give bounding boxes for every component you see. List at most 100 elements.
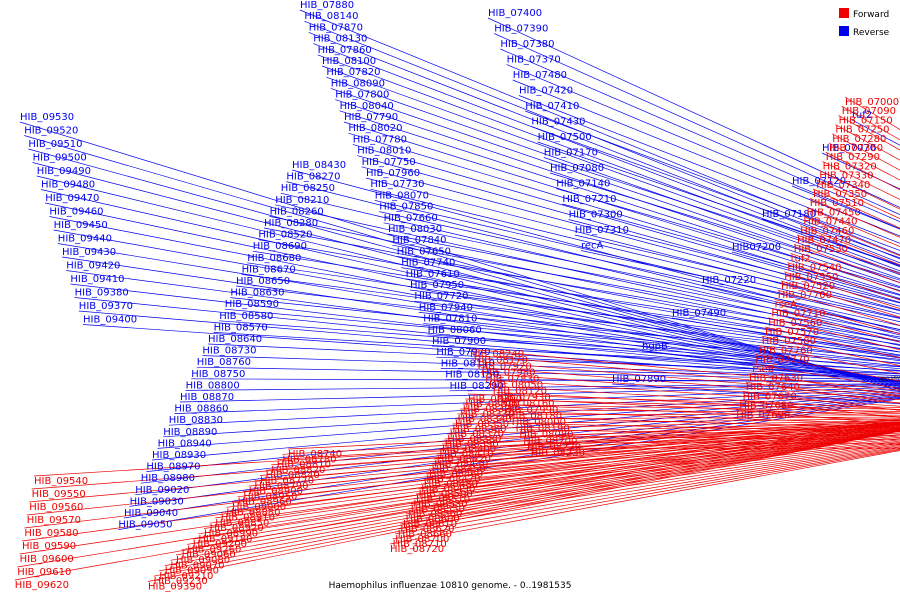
gene-label[interactable]: HIB_09060 <box>182 550 236 561</box>
gene-label[interactable]: HIB_08360 <box>452 424 506 435</box>
gene-label[interactable]: HIB_08810 <box>277 460 331 471</box>
gene-label[interactable]: HIB_07220 <box>702 275 756 286</box>
gene-label[interactable]: HIB_08220 <box>527 442 581 453</box>
gene-label[interactable]: HIB_08610 <box>403 519 457 530</box>
gene-label[interactable]: HIB_08600 <box>406 514 460 525</box>
gene-label[interactable]: HIB_08260 <box>270 206 324 217</box>
gene-label[interactable]: HIB_08210 <box>275 195 329 206</box>
gene-label[interactable]: HIB_09620 <box>15 580 69 591</box>
gene-label[interactable]: HIB_08730 <box>202 346 256 357</box>
gene-label[interactable]: HIB_08480 <box>424 479 478 490</box>
gene-label[interactable]: HIB_07180 <box>762 209 816 220</box>
gene-label[interactable]: HIB07200 <box>732 242 781 253</box>
gene-label[interactable]: HIB_09080 <box>176 555 230 566</box>
gene-label[interactable]: HIB_07750 <box>362 157 416 168</box>
gene-label[interactable]: HIB_09520 <box>24 126 78 137</box>
gene-label[interactable]: HIB_08410 <box>439 449 493 460</box>
gene-label[interactable]: HIB_09540 <box>34 476 88 487</box>
gene-label[interactable]: HIB_07630 <box>749 373 803 384</box>
gene-label[interactable]: HIB_08900 <box>249 486 303 497</box>
gene-label[interactable]: HIB_07570 <box>765 327 819 338</box>
gene-label[interactable]: HIB_08860 <box>174 404 228 415</box>
gene-label[interactable]: HIB_08830 <box>169 415 223 426</box>
gene-label[interactable]: HIB_08990 <box>204 529 258 540</box>
gene-label[interactable]: HIB_08870 <box>180 392 234 403</box>
gene-label[interactable]: HIB_07580 <box>762 336 816 347</box>
gene-label[interactable]: HIB_07560 <box>768 318 822 329</box>
gene-label[interactable]: HIB_07490 <box>672 308 726 319</box>
gene-label[interactable]: HIB_08390 <box>445 439 499 450</box>
gene-label[interactable]: HIB_08530 <box>413 499 467 510</box>
gene-label[interactable]: HIB_08800 <box>186 380 240 391</box>
gene-label[interactable]: HIB_08720 <box>390 544 444 555</box>
gene-label[interactable]: HIB_07120 <box>792 176 846 187</box>
gene-label[interactable]: HIB_07880 <box>300 0 354 11</box>
gene-label[interactable]: HIB_08160 <box>500 399 554 410</box>
gene-label[interactable]: HIB_08440 <box>434 459 488 470</box>
gene-label[interactable]: HIB_07330 <box>819 171 873 182</box>
gene-label[interactable]: HIB_08250 <box>281 183 335 194</box>
gene-label[interactable]: HIB_07250 <box>835 125 889 136</box>
gene-label[interactable]: HIB_08510 <box>416 494 470 505</box>
gene-label[interactable]: HIB_07290 <box>826 152 880 163</box>
gene-label[interactable]: HIB_07700 <box>778 290 832 301</box>
gene-label[interactable]: HIB_07320 <box>823 161 877 172</box>
gene-label[interactable]: HIB_07400 <box>488 8 542 19</box>
gene-label[interactable]: HIB_08960 <box>238 497 292 508</box>
gene-label[interactable]: HIB_07830 <box>485 374 539 385</box>
gene-label[interactable]: HIB_07610 <box>406 269 460 280</box>
gene-label[interactable]: HIB_08110 <box>441 358 495 369</box>
gene-label[interactable]: HIB_08450 <box>432 464 486 475</box>
gene-label[interactable]: HIB_07340 <box>816 180 870 191</box>
gene-label[interactable]: HIB_09370 <box>79 301 133 312</box>
gene-label[interactable]: HIB_08940 <box>158 438 212 449</box>
gene-label[interactable]: HIB_08010 <box>357 146 411 157</box>
gene-label[interactable]: HIB_08090 <box>331 78 385 89</box>
gene-label[interactable]: HIB_07480 <box>513 70 567 81</box>
gene-label[interactable]: HIB_09000 <box>232 502 286 513</box>
gene-label[interactable]: HIB_08100 <box>322 56 376 67</box>
gene-label[interactable]: HIB_07350 <box>813 189 867 200</box>
gene-label[interactable]: HIB_07440 <box>803 217 857 228</box>
gene-label[interactable]: HIB_09470 <box>45 193 99 204</box>
gene-label[interactable]: HIB_08590 <box>225 299 279 310</box>
gene-label[interactable]: HIB_09440 <box>58 234 112 245</box>
gene-label[interactable]: HIB_08000 <box>512 417 566 428</box>
gene-label[interactable]: HIB_08380 <box>447 434 501 445</box>
gene-label[interactable]: HIB_08890 <box>163 427 217 438</box>
gene-label[interactable]: HIB_07540 <box>787 263 841 274</box>
gene-label[interactable]: HIB_07670 <box>743 391 797 402</box>
gene-label[interactable]: HIB_07550 <box>784 272 838 283</box>
gene-label[interactable]: HIB_07900 <box>432 336 486 347</box>
gene-label[interactable]: HIB_07810 <box>423 314 477 325</box>
gene-label[interactable]: HIB_08770 <box>260 476 314 487</box>
gene-label[interactable]: HIB_07510 <box>810 198 864 209</box>
gene-label[interactable]: HIB_08700 <box>395 534 449 545</box>
gene-label[interactable]: HIB_08080 <box>519 430 573 441</box>
gene-label[interactable]: HIB_07530 <box>794 244 848 255</box>
gene-label[interactable]: HIB_07090 <box>842 106 896 117</box>
gene-label[interactable]: HIB_07980 <box>481 368 535 379</box>
gene-label[interactable]: HIB_09590 <box>22 541 76 552</box>
gene-label[interactable]: HIB_07710 <box>771 309 825 320</box>
gene-label[interactable]: HIB_08750 <box>191 369 245 380</box>
gene-label[interactable]: HIB_08760 <box>197 357 251 368</box>
gene-label[interactable]: HIB_07930 <box>497 392 551 403</box>
gene-label[interactable]: HIB_08460 <box>429 469 483 480</box>
gene-label[interactable]: HIB_09570 <box>27 515 81 526</box>
gene-label[interactable]: HIB_07520 <box>781 281 835 292</box>
gene-label[interactable]: HIB_08320 <box>463 404 517 415</box>
gene-label[interactable]: HIB_09210 <box>159 571 213 582</box>
gene-label[interactable]: HIB_09200 <box>193 539 247 550</box>
gene-label[interactable]: HIB_08230 <box>531 448 585 459</box>
gene-label[interactable]: HIB_08310 <box>465 399 519 410</box>
gene-label[interactable]: HIB_08470 <box>426 474 480 485</box>
gene-label[interactable]: HIB_07640 <box>746 382 800 393</box>
gene-label[interactable]: HIB_09040 <box>124 508 178 519</box>
gene-label[interactable]: HIB_08630 <box>230 288 284 299</box>
gene-label[interactable]: HIB_08560 <box>408 509 462 520</box>
gene-label[interactable]: HIB_08050 <box>489 380 543 391</box>
gene-label[interactable]: HIB_08620 <box>400 524 454 535</box>
gene-label[interactable]: HIB_07760 <box>759 345 813 356</box>
gene-label[interactable]: HIB_08520 <box>258 230 312 241</box>
